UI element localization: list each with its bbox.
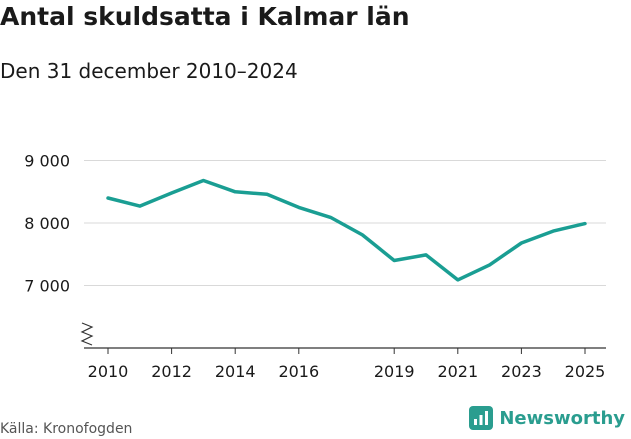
y-tick-label-7000: 7 000: [24, 277, 70, 296]
newsworthy-logo-icon: [469, 406, 494, 430]
chart-subtitle: Den 31 december 2010–2024: [0, 59, 298, 83]
x-tick-label-2010: 2010: [88, 362, 129, 381]
series-line-0: [106, 178, 587, 282]
y-axis-ticks: 7 000 8 000 9 000: [24, 152, 70, 296]
gridlines: [84, 160, 606, 286]
x-tick-label-2021: 2021: [437, 362, 478, 381]
x-axis-ticks: 2010 2012 2014 2016 2019 2021 2023 2025: [88, 348, 606, 381]
x-tick-label-2023: 2023: [501, 362, 542, 381]
x-tick-label-2019: 2019: [374, 362, 415, 381]
series-group: [106, 178, 587, 282]
y-tick-label-9000: 9 000: [24, 152, 70, 171]
x-tick-label-2014: 2014: [215, 362, 256, 381]
x-tick-label-2012: 2012: [151, 362, 192, 381]
line-chart: 7 000 8 000 9 000 2010 2012 2014 2016 2019 2021…: [24, 152, 606, 381]
chart-title: Antal skuldsatta i Kalmar län: [0, 2, 410, 31]
y-tick-label-8000: 8 000: [24, 214, 70, 233]
x-axis: [80, 322, 606, 349]
x-tick-label-2025: 2025: [565, 362, 606, 381]
axis-break-icon: [80, 322, 94, 346]
brand-name: Newsworthy: [499, 407, 625, 429]
brand-logo: Newsworthy: [469, 406, 625, 430]
source-note: Källa: Kronofogden: [0, 421, 133, 437]
x-tick-label-2016: 2016: [278, 362, 319, 381]
